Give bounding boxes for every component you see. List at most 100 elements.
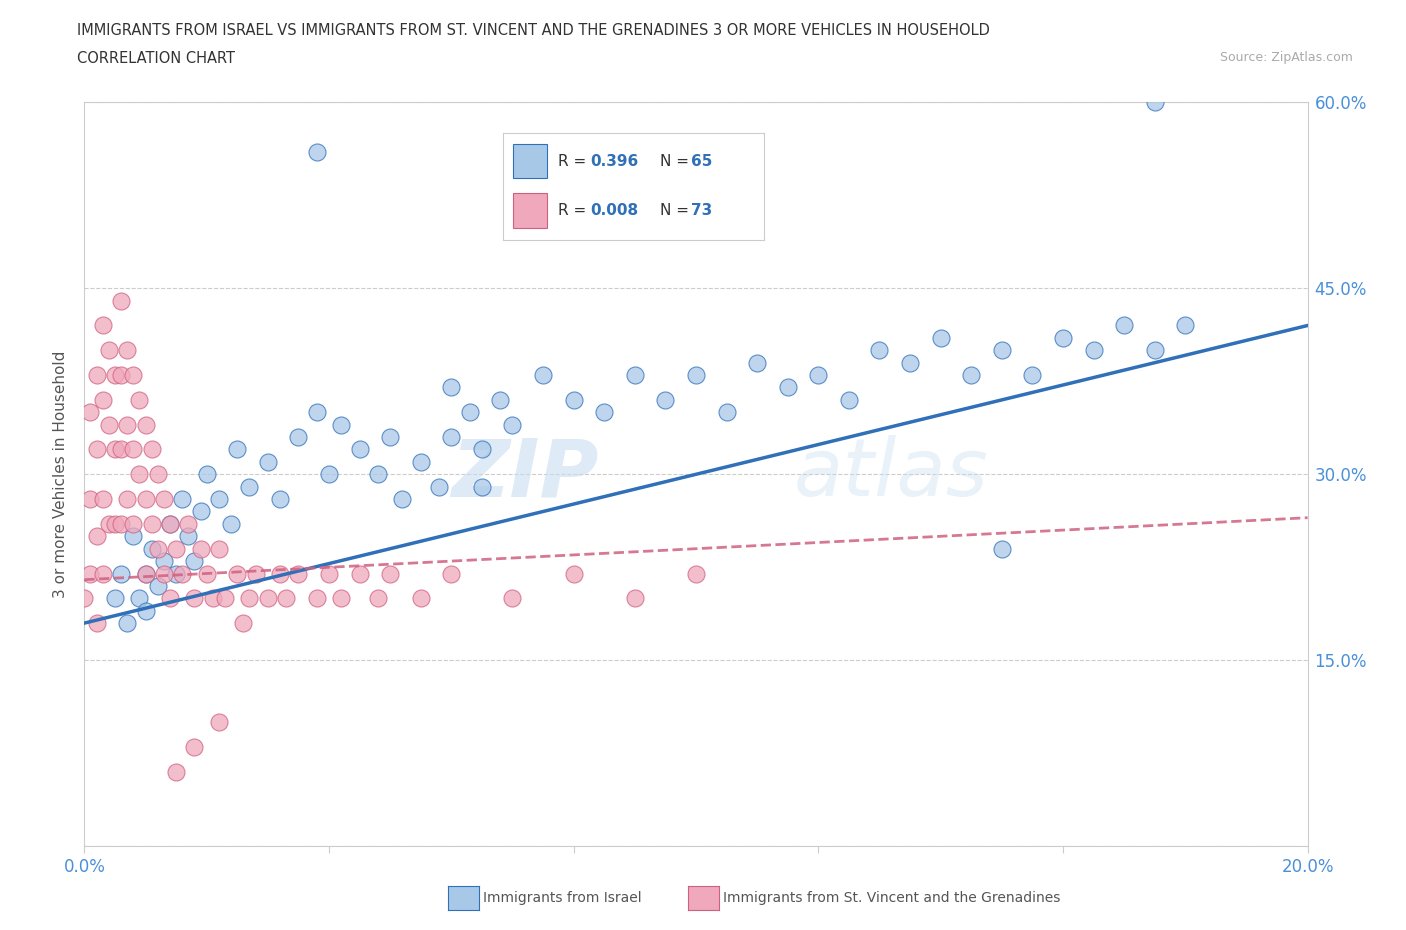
Text: R =: R =: [558, 153, 591, 168]
Point: [440, 380, 463, 395]
Text: CORRELATION CHART: CORRELATION CHART: [77, 51, 235, 66]
Text: 0.008: 0.008: [591, 203, 638, 218]
Point: [214, 591, 236, 605]
Point: [593, 405, 616, 419]
Point: [305, 591, 328, 605]
Point: [654, 392, 676, 407]
Point: [86, 442, 108, 457]
Point: [97, 418, 120, 432]
Point: [135, 604, 157, 618]
Point: [190, 504, 212, 519]
Point: [391, 492, 413, 507]
Point: [91, 492, 114, 507]
Point: [208, 541, 231, 556]
Point: [807, 367, 830, 382]
Point: [135, 566, 157, 581]
Point: [562, 392, 585, 407]
Point: [115, 343, 138, 358]
Point: [79, 405, 101, 419]
Point: [195, 566, 218, 581]
Text: Source: ZipAtlas.com: Source: ZipAtlas.com: [1219, 51, 1353, 64]
Point: [471, 442, 494, 457]
Point: [122, 529, 145, 544]
Point: [159, 591, 181, 605]
Point: [79, 566, 101, 581]
Point: [135, 418, 157, 432]
Point: [991, 541, 1014, 556]
Text: N =: N =: [659, 153, 693, 168]
Point: [330, 591, 353, 605]
Point: [128, 392, 150, 407]
Point: [141, 442, 163, 457]
Point: [91, 392, 114, 407]
Point: [318, 566, 340, 581]
Point: [257, 591, 280, 605]
Point: [91, 566, 114, 581]
Point: [226, 442, 249, 457]
Bar: [513, 144, 547, 179]
Point: [489, 392, 512, 407]
Point: [380, 430, 402, 445]
Text: R =: R =: [558, 203, 591, 218]
Point: [960, 367, 983, 382]
Point: [776, 380, 799, 395]
Point: [1174, 318, 1197, 333]
Point: [97, 343, 120, 358]
Point: [409, 591, 432, 605]
Point: [91, 318, 114, 333]
Point: [232, 616, 254, 631]
Point: [562, 566, 585, 581]
Point: [141, 516, 163, 531]
Point: [110, 516, 132, 531]
Point: [135, 492, 157, 507]
Point: [747, 355, 769, 370]
Point: [318, 467, 340, 482]
Point: [104, 442, 127, 457]
Point: [86, 616, 108, 631]
Point: [624, 367, 647, 382]
Y-axis label: 3 or more Vehicles in Household: 3 or more Vehicles in Household: [53, 351, 69, 598]
Point: [305, 144, 328, 159]
Point: [502, 591, 524, 605]
Point: [269, 566, 291, 581]
Point: [685, 367, 707, 382]
Text: N =: N =: [659, 203, 693, 218]
Point: [471, 479, 494, 494]
Point: [427, 479, 450, 494]
Point: [97, 516, 120, 531]
Point: [869, 343, 891, 358]
Text: IMMIGRANTS FROM ISRAEL VS IMMIGRANTS FROM ST. VINCENT AND THE GRENADINES 3 OR MO: IMMIGRANTS FROM ISRAEL VS IMMIGRANTS FRO…: [77, 23, 990, 38]
Point: [238, 591, 260, 605]
Point: [245, 566, 267, 581]
Point: [177, 529, 200, 544]
Point: [929, 330, 952, 345]
Point: [115, 492, 138, 507]
Text: 65: 65: [690, 153, 713, 168]
Point: [991, 343, 1014, 358]
Point: [122, 516, 145, 531]
Point: [153, 492, 176, 507]
Point: [159, 516, 181, 531]
Point: [141, 541, 163, 556]
Point: [367, 591, 389, 605]
Point: [122, 442, 145, 457]
Point: [86, 529, 108, 544]
Point: [165, 764, 187, 779]
Point: [190, 541, 212, 556]
Point: [208, 492, 231, 507]
Point: [153, 553, 176, 568]
Point: [128, 591, 150, 605]
Point: [409, 455, 432, 470]
Point: [172, 566, 194, 581]
Point: [86, 367, 108, 382]
Point: [195, 467, 218, 482]
Point: [226, 566, 249, 581]
Point: [165, 566, 187, 581]
Point: [165, 541, 187, 556]
Point: [287, 566, 309, 581]
Text: ZIP: ZIP: [451, 435, 598, 513]
Point: [1021, 367, 1043, 382]
Point: [219, 516, 242, 531]
Point: [172, 492, 194, 507]
Point: [838, 392, 860, 407]
